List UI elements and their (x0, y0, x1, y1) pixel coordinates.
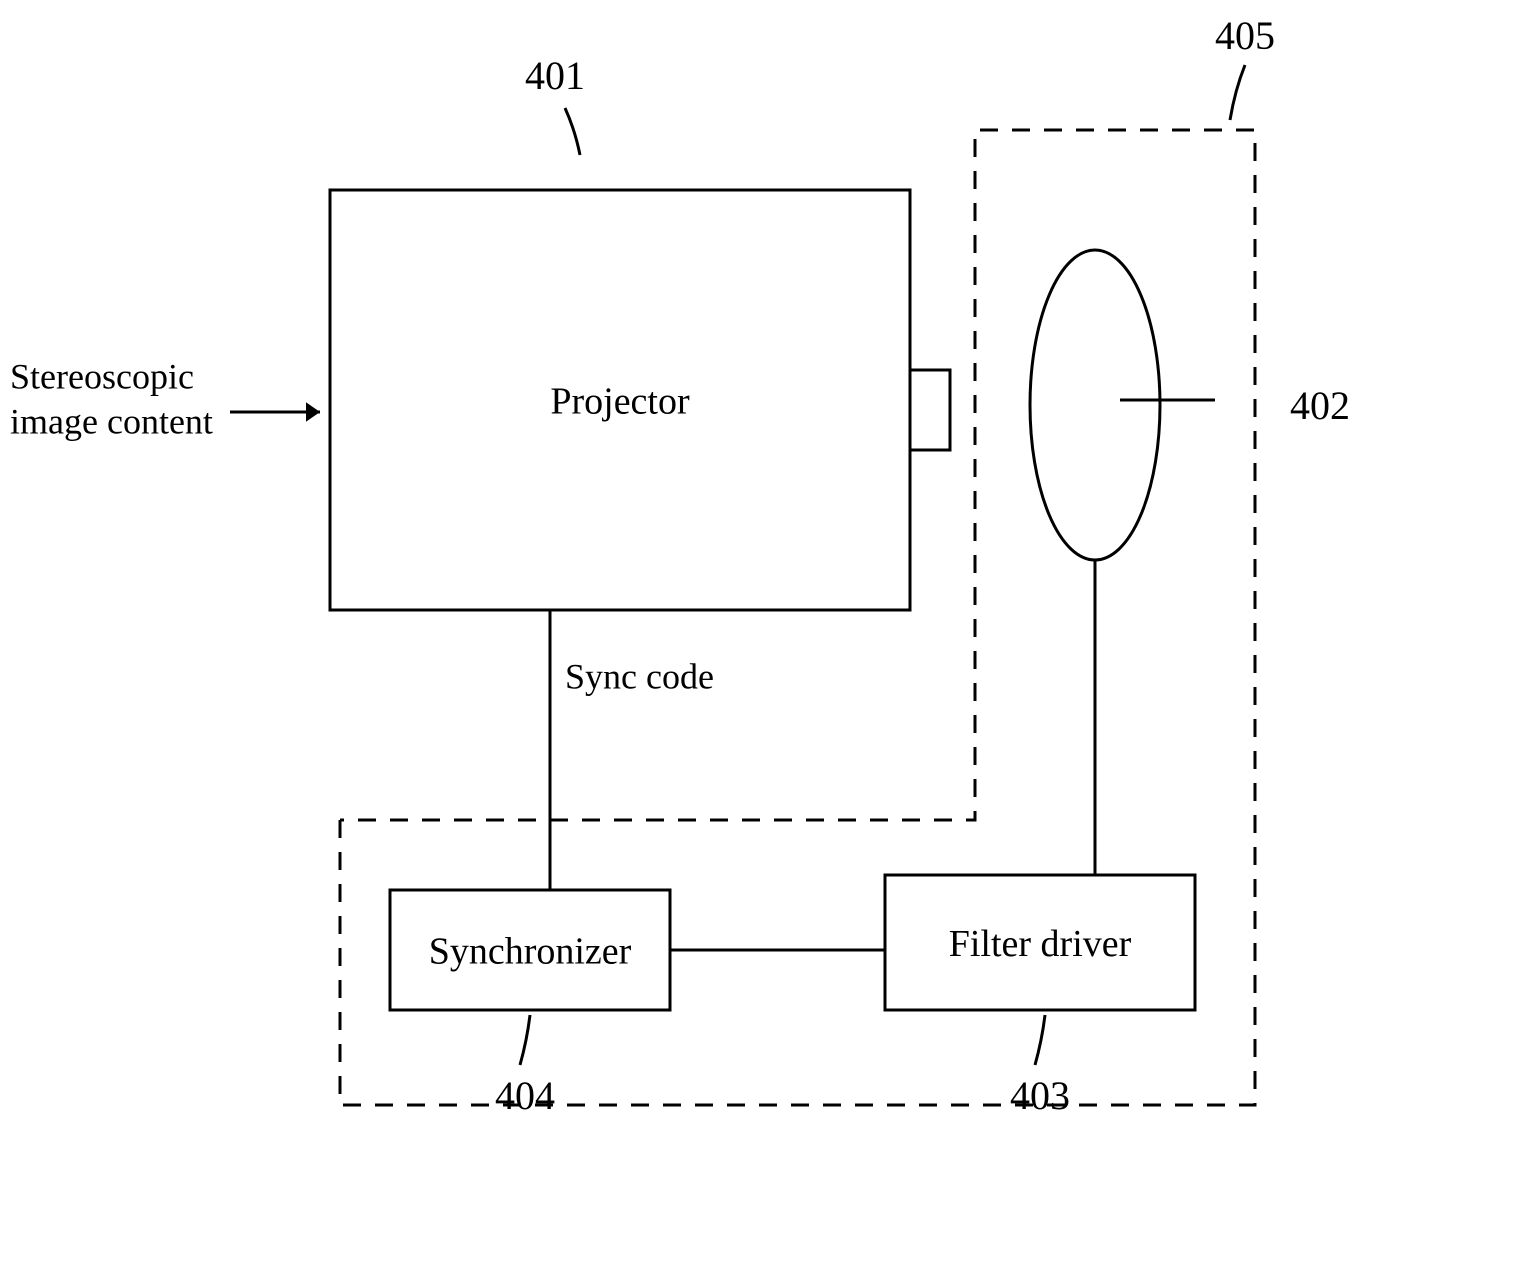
block-diagram: Projector Synchronizer Filter driver Ste… (0, 0, 1540, 1265)
sync-code-label: Sync code (565, 656, 714, 696)
input-label-line1: Stereoscopic (10, 356, 194, 396)
input-arrow (230, 402, 320, 422)
projector-label: Projector (550, 381, 690, 423)
ref-403: 403 (1010, 1073, 1070, 1118)
ref-401: 401 (525, 53, 585, 98)
filter-driver-label: Filter driver (949, 923, 1132, 965)
ref-405: 405 (1215, 13, 1275, 58)
reference-leaders (520, 65, 1245, 1065)
ref-402: 402 (1290, 383, 1350, 428)
projector-lens (910, 370, 950, 450)
input-label-line2: image content (10, 401, 213, 441)
synchronizer-label: Synchronizer (429, 931, 632, 973)
ref-404: 404 (495, 1073, 555, 1118)
